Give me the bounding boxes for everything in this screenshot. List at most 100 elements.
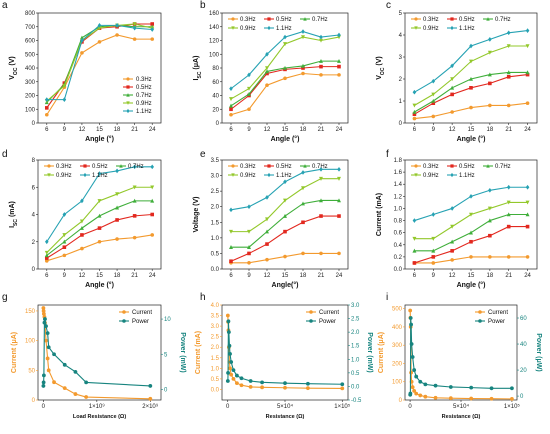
data-point-0.3Hz — [506, 103, 511, 108]
y-tick-label: 0 — [399, 121, 403, 127]
data-point-0.5Hz — [265, 71, 269, 76]
y2-axis-label: Power (mW) — [366, 332, 373, 372]
data-point-0.5Hz — [247, 251, 251, 256]
x-tick-label: 21 — [318, 273, 325, 279]
x-tick-label: 24 — [149, 273, 156, 279]
y2-tick-label: 1.5 — [351, 344, 360, 350]
legend-marker-0.5Hz — [450, 17, 454, 21]
y-tick-label: 100 — [25, 107, 36, 113]
panel-i: i 0 5×10⁴ 1×10⁵ 0 100 200 300 400 500 0 20 40 60 Resis… — [378, 292, 542, 420]
x-tick-label: 9 — [432, 273, 436, 279]
y2-tick-label: 40 — [520, 342, 527, 348]
data-point-0.3Hz — [469, 255, 473, 259]
data-point-Power — [283, 381, 287, 386]
data-point-0.3Hz — [301, 251, 305, 256]
legend-marker-0.3Hz — [231, 17, 235, 21]
data-point-0.5Hz — [506, 224, 511, 229]
y-tick-label: 4 — [32, 213, 36, 219]
y-tick-label: 200 — [392, 361, 403, 367]
data-point-Current — [414, 391, 419, 396]
data-point-0.5Hz — [337, 64, 341, 69]
data-point-Current — [306, 386, 310, 391]
y-tick-label: 0.4 — [394, 243, 403, 249]
data-point-1.1Hz — [115, 168, 119, 174]
y2-axis-label: Power (μW) — [535, 333, 542, 372]
y-tick-label: 6 — [32, 185, 36, 191]
data-point-0.9Hz — [79, 219, 84, 224]
data-point-Power — [410, 355, 415, 359]
data-point-Power — [248, 379, 253, 383]
panel-b: b 6 9 12 15 18 21 24 0 20 40 60 80 100 120 140 160 Angle … — [193, 0, 349, 143]
data-point-0.9Hz — [301, 186, 305, 191]
data-point-0.7Hz — [97, 213, 102, 218]
y-tick-label: 0 — [32, 267, 36, 273]
data-point-0.7Hz — [132, 198, 137, 203]
data-point-0.3Hz — [247, 260, 251, 265]
data-point-0.3Hz — [412, 116, 417, 121]
data-point-Current — [412, 388, 417, 393]
y-tick-label: 1.0 — [211, 236, 220, 242]
data-point-0.3Hz — [525, 101, 530, 105]
data-point-1.1Hz — [319, 34, 323, 40]
data-point-1.1Hz — [80, 198, 84, 204]
data-point-1.1Hz — [450, 63, 454, 69]
series-line-0.5Hz — [230, 66, 339, 110]
data-point-Current — [260, 385, 264, 390]
data-point-0.7Hz — [506, 70, 511, 75]
data-point-0.9Hz — [412, 103, 417, 108]
legend-label-0.5Hz: 0.5Hz — [92, 164, 108, 170]
y-axis-label: Voltage (V) — [193, 196, 200, 232]
y-tick-label: 200 — [25, 94, 36, 100]
y2-tick-label: 0.5 — [351, 371, 360, 377]
data-point-0.5Hz — [150, 22, 155, 26]
data-point-Current — [469, 396, 474, 401]
data-point-1.1Hz — [229, 86, 233, 91]
legend-marker-0.9Hz — [126, 101, 130, 105]
data-point-0.7Hz — [431, 248, 436, 253]
legend-label-0.5Hz: 0.5Hz — [459, 164, 475, 170]
data-point-0.9Hz — [431, 92, 436, 97]
data-point-0.5Hz — [431, 255, 436, 259]
data-point-1.1Hz — [80, 38, 84, 43]
legend-marker-1.1Hz — [126, 108, 130, 114]
y-tick-label: 1.5 — [211, 220, 220, 226]
data-point-0.5Hz — [44, 256, 49, 260]
data-point-0.9Hz — [337, 176, 341, 181]
legend-marker-0.5Hz — [126, 85, 130, 89]
panel-label: b — [200, 0, 206, 11]
data-point-0.7Hz — [319, 58, 323, 63]
x-tick-label: 24 — [524, 127, 531, 133]
data-point-Power — [414, 374, 419, 379]
data-point-Power — [84, 380, 89, 385]
data-point-Power — [408, 316, 413, 320]
data-point-0.3Hz — [62, 253, 67, 258]
data-point-0.7Hz — [431, 98, 436, 103]
data-point-0.7Hz — [412, 109, 417, 114]
data-point-1.1Hz — [247, 72, 251, 78]
data-point-0.7Hz — [150, 198, 155, 203]
data-point-Power — [260, 380, 264, 385]
data-point-0.5Hz — [337, 214, 341, 218]
legend-label-0.9Hz: 0.9Hz — [56, 173, 72, 179]
y-tick-label: 300 — [392, 343, 403, 349]
data-point-0.9Hz — [301, 35, 305, 40]
x-tick-label: 12 — [264, 127, 271, 133]
legend-label-1.1Hz: 1.1Hz — [92, 173, 108, 179]
y-tick-label: 1.6 — [394, 170, 403, 176]
data-point-0.5Hz — [319, 64, 323, 69]
data-point-0.5Hz — [44, 106, 49, 110]
x-tick-label: 18 — [487, 127, 494, 133]
data-point-Power — [448, 385, 453, 389]
legend-marker-1.1Hz — [83, 172, 87, 178]
x-tick-label: 5×10⁴ — [277, 403, 294, 410]
x-tick-label: 0 — [408, 404, 412, 410]
x-tick-label: 21 — [505, 127, 512, 133]
data-point-Power — [412, 368, 417, 372]
data-point-0.7Hz — [487, 72, 492, 77]
legend-label-0.9Hz: 0.9Hz — [240, 26, 256, 32]
y-axis-label: Current (mA) — [195, 331, 202, 374]
data-point-0.5Hz — [132, 214, 137, 218]
data-point-1.1Hz — [469, 193, 473, 199]
y-tick-label: 1.4 — [394, 182, 403, 188]
